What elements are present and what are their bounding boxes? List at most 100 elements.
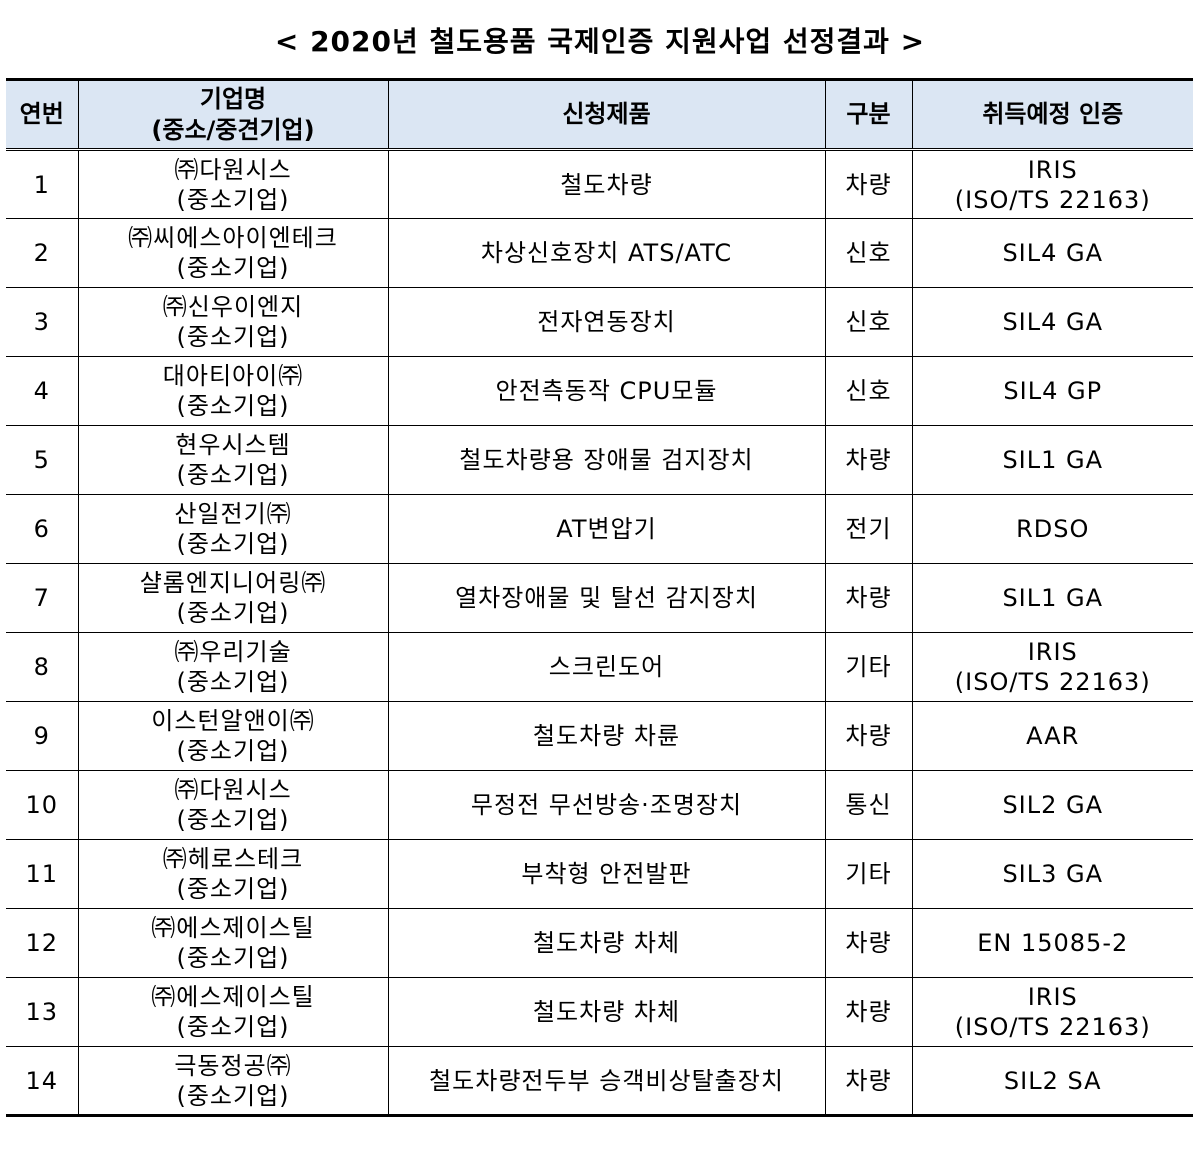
company-size: (중소기업) [176, 1081, 290, 1110]
table-row: 9 이스턴알앤이㈜ (중소기업) 철도차량 차륜 차량 AAR [6, 701, 1193, 771]
cert-name: IRIS [1027, 983, 1078, 1011]
cell-company: 샬롬엔지니어링㈜ (중소기업) [77, 563, 389, 633]
cell-type: 기타 [824, 839, 913, 909]
cert-name: SIL2 SA [1003, 1066, 1102, 1095]
company-size: (중소기업) [176, 185, 290, 214]
company-name: 현우시스템 [175, 431, 291, 459]
cell-cert: SIL4 GA [911, 218, 1193, 288]
cell-company: 대아티아이㈜ (중소기업) [77, 356, 389, 426]
cell-product: 철도차량전두부 승객비상탈출장치 [387, 1046, 826, 1117]
header-company: 기업명 (중소/중견기업) [77, 78, 389, 151]
cell-cert: IRIS (ISO/TS 22163) [911, 977, 1193, 1047]
cell-company: ㈜우리기술 (중소기업) [77, 632, 389, 702]
company-size: (중소기업) [176, 530, 290, 558]
company-name: ㈜헤로스테크 [162, 845, 304, 873]
cert-name: SIL3 GA [1002, 860, 1104, 888]
company-name: ㈜신우이엔지 [162, 293, 304, 321]
cell-type: 차량 [824, 425, 913, 495]
company-name: ㈜다원시스 [174, 155, 292, 184]
cell-product: 철도차량 [387, 149, 826, 219]
company-name: ㈜우리기술 [174, 638, 292, 666]
cell-cert: SIL4 GP [911, 356, 1193, 426]
cert-name: SIL2 GA [1002, 791, 1104, 819]
cell-no: 12 [6, 908, 79, 978]
cert-name: EN 15085-2 [977, 929, 1129, 957]
cell-product: 안전측동작 CPU모듈 [387, 356, 826, 426]
cell-product: 전자연동장치 [387, 287, 826, 357]
cert-standard: (ISO/TS 22163) [954, 1013, 1151, 1041]
table-row: 8 ㈜우리기술 (중소기업) 스크린도어 기타 IRIS (ISO/TS 22163) [6, 632, 1193, 702]
cert-name: SIL1 GA [1002, 446, 1104, 474]
table-row: 3 ㈜신우이엔지 (중소기업) 전자연동장치 신호 SIL4 GA [6, 287, 1193, 357]
cell-type: 차량 [824, 1046, 913, 1117]
header-company-name: 기업명 [199, 84, 267, 113]
company-name: 극동정공㈜ [174, 1051, 292, 1080]
selection-results-table: 연번 기업명 (중소/중견기업) 신청제품 구분 취득예정 인증 1 ㈜다원시스(… [6, 78, 1193, 1117]
cell-type: 기타 [824, 632, 913, 702]
cell-company: ㈜다원시스 (중소기업) [77, 149, 389, 219]
cell-cert: SIL3 GA [911, 839, 1193, 909]
company-size: (중소기업) [176, 254, 290, 282]
table-row: 6 산일전기㈜ (중소기업) AT변압기 전기 RDSO [6, 494, 1193, 564]
table-header-row: 연번 기업명 (중소/중견기업) 신청제품 구분 취득예정 인증 [6, 78, 1193, 151]
cell-cert: SIL1 GA [911, 563, 1193, 633]
cert-standard: (ISO/TS 22163) [954, 185, 1151, 214]
table-row: 12 ㈜에스제이스틸 (중소기업) 철도차량 차체 차량 EN 15085-2 [6, 908, 1193, 978]
header-company-size: (중소/중견기업) [151, 115, 315, 144]
cert-name: RDSO [1016, 515, 1090, 543]
cell-company: 극동정공㈜ (중소기업) [77, 1046, 389, 1117]
table-row: 1 ㈜다원시스 (중소기업) 철도차량 차량 IRIS (ISO/TS 22163) [6, 149, 1193, 219]
cell-type: 통신 [824, 770, 913, 840]
company-size: (중소기업) [176, 1013, 290, 1041]
company-name: ㈜다원시스 [174, 776, 292, 804]
table-row: 10 ㈜다원시스 (중소기업) 무정전 무선방송·조명장치 통신 SIL2 GA [6, 770, 1193, 840]
cell-company: ㈜씨에스아이엔테크 (중소기업) [77, 218, 389, 288]
table-row: 7 샬롬엔지니어링㈜ (중소기업) 열차장애물 및 탈선 감지장치 차량 SIL1 GA [6, 563, 1193, 633]
cell-no: 1 [6, 149, 79, 219]
cell-no: 2 [6, 218, 79, 288]
cell-company: ㈜신우이엔지 (중소기업) [77, 287, 389, 357]
cell-product: AT변압기 [387, 494, 826, 564]
cell-type: 신호 [824, 356, 913, 426]
cert-name: SIL1 GA [1002, 584, 1104, 612]
company-size: (중소기업) [176, 599, 290, 627]
table-row: 5 현우시스템 (중소기업) 철도차량용 장애물 검지장치 차량 SIL1 GA [6, 425, 1193, 495]
cert-name: SIL4 GP [1003, 377, 1103, 405]
cell-product: 차상신호장치 ATS/ATC [387, 218, 826, 288]
header-type: 구분 [824, 78, 913, 151]
company-size: (중소기업) [176, 806, 290, 834]
cert-standard: (ISO/TS 22163) [954, 668, 1151, 696]
cert-name: AAR [1026, 722, 1080, 750]
cell-no: 10 [6, 770, 79, 840]
cell-company: ㈜다원시스 (중소기업) [77, 770, 389, 840]
cell-company: ㈜에스제이스틸 (중소기업) [77, 977, 389, 1047]
company-name: 이스턴알앤이㈜ [151, 707, 315, 735]
header-product: 신청제품 [387, 78, 826, 151]
cell-company: 이스턴알앤이㈜ (중소기업) [77, 701, 389, 771]
cell-cert: SIL1 GA [911, 425, 1193, 495]
cell-cert: IRIS (ISO/TS 22163) [911, 632, 1193, 702]
cell-product: 철도차량용 장애물 검지장치 [387, 425, 826, 495]
company-name: ㈜씨에스아이엔테크 [128, 224, 338, 252]
cell-product: 열차장애물 및 탈선 감지장치 [387, 563, 826, 633]
cell-no: 11 [6, 839, 79, 909]
cell-no: 6 [6, 494, 79, 564]
cell-no: 5 [6, 425, 79, 495]
cert-name: SIL4 GA [1002, 308, 1104, 336]
cell-cert: IRIS (ISO/TS 22163) [911, 149, 1193, 219]
company-name: 샬롬엔지니어링㈜ [139, 569, 327, 597]
cell-cert: SIL2 SA [911, 1046, 1193, 1117]
cell-company: 현우시스템 (중소기업) [77, 425, 389, 495]
document-title: < 2020년 철도용품 국제인증 지원사업 선정결과 > [274, 25, 926, 58]
company-size: (중소기업) [176, 668, 290, 696]
cell-cert: SIL2 GA [911, 770, 1193, 840]
cell-type: 차량 [824, 149, 913, 219]
company-size: (중소기업) [176, 875, 290, 903]
cell-no: 8 [6, 632, 79, 702]
cell-cert: AAR [911, 701, 1193, 771]
table-body: 1 ㈜다원시스 (중소기업) 철도차량 차량 IRIS (ISO/TS 22163) 2 ㈜씨에… [6, 149, 1193, 1117]
cell-type: 차량 [824, 563, 913, 633]
cell-company: ㈜에스제이스틸 (중소기업) [77, 908, 389, 978]
header-cert: 취득예정 인증 [911, 78, 1193, 151]
table-row: 11 ㈜헤로스테크 (중소기업) 부착형 안전발판 기타 SIL3 GA [6, 839, 1193, 909]
